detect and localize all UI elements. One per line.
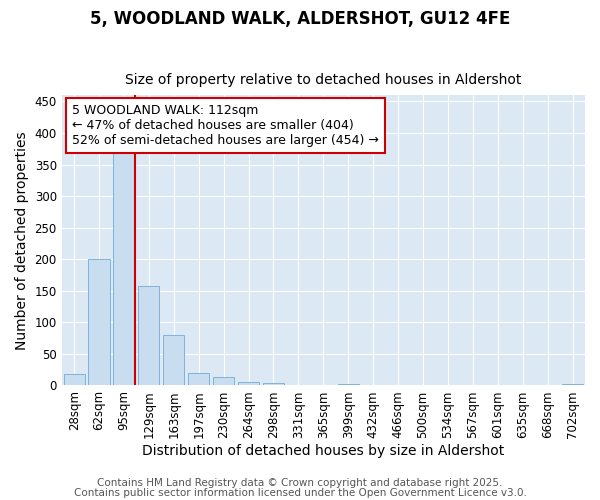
Bar [138,286,160,386]
Bar [64,374,85,386]
Text: 5, WOODLAND WALK, ALDERSHOT, GU12 4FE: 5, WOODLAND WALK, ALDERSHOT, GU12 4FE [90,10,510,28]
X-axis label: Distribution of detached houses by size in Aldershot: Distribution of detached houses by size … [142,444,505,458]
Text: 5 WOODLAND WALK: 112sqm
← 47% of detached houses are smaller (404)
52% of semi-d: 5 WOODLAND WALK: 112sqm ← 47% of detache… [72,104,379,147]
Bar [238,382,259,386]
Bar [163,335,184,386]
Text: Contains public sector information licensed under the Open Government Licence v3: Contains public sector information licen… [74,488,526,498]
Bar [288,385,309,386]
Text: Contains HM Land Registry data © Crown copyright and database right 2025.: Contains HM Land Registry data © Crown c… [97,478,503,488]
Bar [188,373,209,386]
Y-axis label: Number of detached properties: Number of detached properties [15,131,29,350]
Bar [263,383,284,386]
Bar [338,384,359,386]
Bar [213,376,234,386]
Bar [88,259,110,386]
Title: Size of property relative to detached houses in Aldershot: Size of property relative to detached ho… [125,73,521,87]
Bar [562,384,583,386]
Bar [113,152,134,386]
